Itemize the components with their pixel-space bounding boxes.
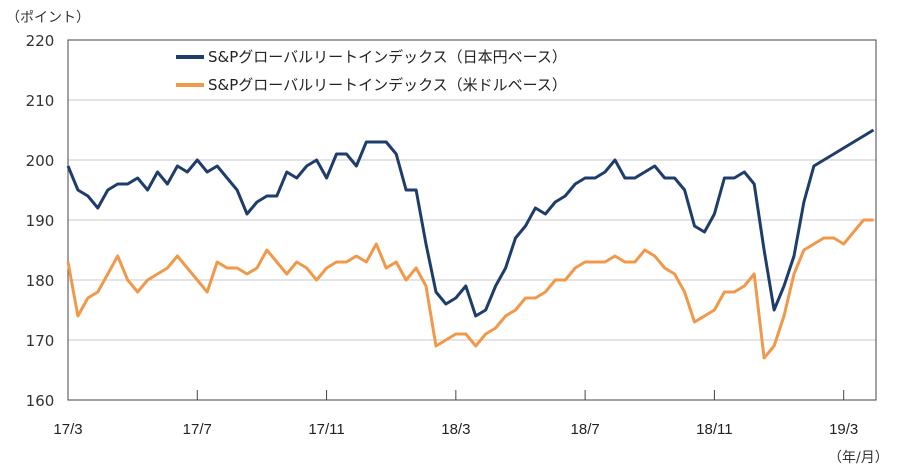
y-tick-label: 200 [26, 152, 55, 170]
series-line-usd [66, 218, 874, 360]
x-tick-label: 18/7 [571, 421, 600, 438]
legend-label-jpy: S&Pグローバルリートインデックス（日本円ベース） [208, 48, 567, 66]
y-tick-label: 220 [26, 32, 55, 50]
x-tick-label: 19/3 [829, 421, 858, 438]
x-axis-label: （年/月） [828, 450, 889, 466]
y-tick-label: 190 [26, 212, 55, 230]
legend: S&Pグローバルリートインデックス（日本円ベース） S&Pグローバルリートインデ… [176, 48, 567, 94]
x-tick-label: 17/7 [183, 421, 212, 438]
y-tick-label: 210 [26, 92, 55, 110]
x-tick-label: 17/3 [53, 421, 82, 438]
y-axis-label: （ポイント） [6, 10, 90, 26]
legend-label-usd: S&Pグローバルリートインデックス（米ドルベース） [208, 76, 567, 94]
series-line-jpy [66, 128, 875, 318]
x-tick-label: 18/11 [696, 421, 732, 438]
y-tick-label: 170 [26, 332, 55, 350]
y-tick-label: 180 [26, 272, 55, 290]
y-tick-label: 160 [26, 392, 55, 410]
x-tick-label: 17/11 [308, 421, 344, 438]
plot-area-border [67, 39, 877, 401]
x-tick-label: 18/3 [441, 421, 470, 438]
